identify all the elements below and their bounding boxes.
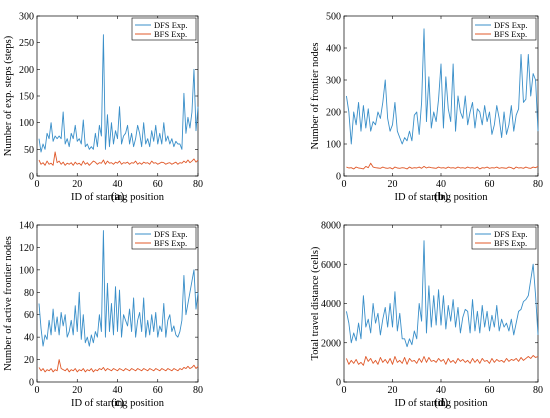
- y-tick-label: 150: [19, 92, 34, 103]
- y-tick-label: 100: [326, 140, 341, 151]
- x-tick-label: 40: [436, 385, 446, 396]
- legend-label: BFS Exp.: [494, 29, 527, 39]
- x-axis-label: ID of starting position: [71, 192, 165, 203]
- y-tick-label: 100: [19, 118, 34, 129]
- y-tick-label: 200: [19, 65, 34, 76]
- x-tick-label: 20: [72, 385, 82, 396]
- panel-caption: (c): [111, 397, 124, 409]
- panel-caption: (a): [111, 191, 125, 203]
- x-tick-label: 60: [485, 179, 495, 190]
- y-tick-label: 0: [336, 378, 341, 389]
- chart-panel-1: 0 20 40 60 80 0 50 100 150 200 250 300 ID of startin…: [3, 12, 203, 204]
- series-line-dfs: [345, 240, 539, 348]
- x-tick-label: 80: [533, 385, 543, 396]
- x-tick-label: 20: [388, 385, 398, 396]
- x-tick-label: 60: [153, 385, 163, 396]
- y-tick-label: 2000: [321, 338, 341, 349]
- chart-panel-2: 0 20 40 60 80 0 100 200 300 400 500 ID of starting …: [310, 12, 543, 204]
- y-tick-label: 8000: [321, 221, 341, 232]
- series-line-dfs: [345, 28, 539, 145]
- y-tick-label: 20: [24, 355, 34, 366]
- y-tick-label: 0: [336, 172, 341, 183]
- y-tick-label: 60: [24, 310, 34, 321]
- x-tick-label: 20: [72, 179, 82, 190]
- legend-label: BFS Exp.: [494, 238, 527, 248]
- y-tick-label: 80: [24, 288, 34, 299]
- series-line-bfs: [346, 355, 539, 366]
- y-tick-label: 400: [326, 44, 341, 55]
- x-tick-label: 80: [533, 179, 543, 190]
- y-tick-label: 300: [326, 76, 341, 87]
- y-tick-label: 120: [19, 243, 34, 254]
- legend-label: DFS Exp.: [494, 229, 528, 239]
- panel-caption: (b): [434, 191, 448, 203]
- panel-caption: (d): [434, 397, 448, 409]
- y-tick-label: 140: [19, 221, 34, 232]
- legend-label: DFS Exp.: [154, 229, 188, 239]
- x-tick-label: 0: [342, 179, 347, 190]
- y-axis-label: Number of active frontier nodes: [3, 236, 14, 371]
- y-tick-label: 300: [19, 12, 34, 23]
- x-tick-label: 0: [35, 385, 40, 396]
- x-axis-label: ID of starting position: [71, 398, 165, 409]
- x-tick-label: 60: [153, 179, 163, 190]
- x-tick-label: 0: [342, 385, 347, 396]
- y-tick-label: 0: [29, 378, 34, 389]
- y-tick-label: 40: [24, 333, 34, 344]
- x-tick-label: 60: [485, 385, 495, 396]
- y-axis-label: Number of exp. steps (steps): [3, 35, 14, 156]
- y-axis-label: Total travel distance (cells): [310, 246, 321, 360]
- x-tick-label: 40: [113, 385, 123, 396]
- y-axis-label: Number of frontier nodes: [310, 42, 321, 149]
- series-line-bfs: [38, 151, 199, 166]
- x-tick-label: 80: [193, 385, 203, 396]
- x-axis-label: ID of starting position: [394, 398, 488, 409]
- y-tick-label: 0: [29, 172, 34, 183]
- y-tick-label: 100: [19, 265, 34, 276]
- x-tick-label: 20: [388, 179, 398, 190]
- x-tick-label: 0: [35, 179, 40, 190]
- x-tick-label: 40: [436, 179, 446, 190]
- series-line-bfs: [38, 359, 199, 373]
- chart-panel-3: 0 20 40 60 80 0 20 40 60 80 100 120 140 ID of startin…: [3, 221, 203, 410]
- y-tick-label: 50: [24, 145, 34, 156]
- legend-label: DFS Exp.: [494, 20, 528, 30]
- x-axis-label: ID of starting position: [394, 192, 488, 203]
- legend-label: DFS Exp.: [154, 20, 188, 30]
- y-tick-label: 200: [326, 108, 341, 119]
- series-line-dfs: [38, 230, 199, 347]
- series-line-bfs: [346, 162, 539, 170]
- series-line-dfs: [38, 34, 199, 153]
- x-tick-label: 40: [113, 179, 123, 190]
- y-tick-label: 500: [326, 12, 341, 23]
- y-tick-label: 4000: [321, 299, 341, 310]
- x-tick-label: 80: [193, 179, 203, 190]
- legend-label: BFS Exp.: [154, 29, 187, 39]
- y-tick-label: 6000: [321, 260, 341, 271]
- y-tick-label: 250: [19, 38, 34, 49]
- chart-panel-4: 0 20 40 60 80 0 2000 4000 6000 8000 ID of starting…: [310, 221, 543, 410]
- legend-label: BFS Exp.: [154, 238, 187, 248]
